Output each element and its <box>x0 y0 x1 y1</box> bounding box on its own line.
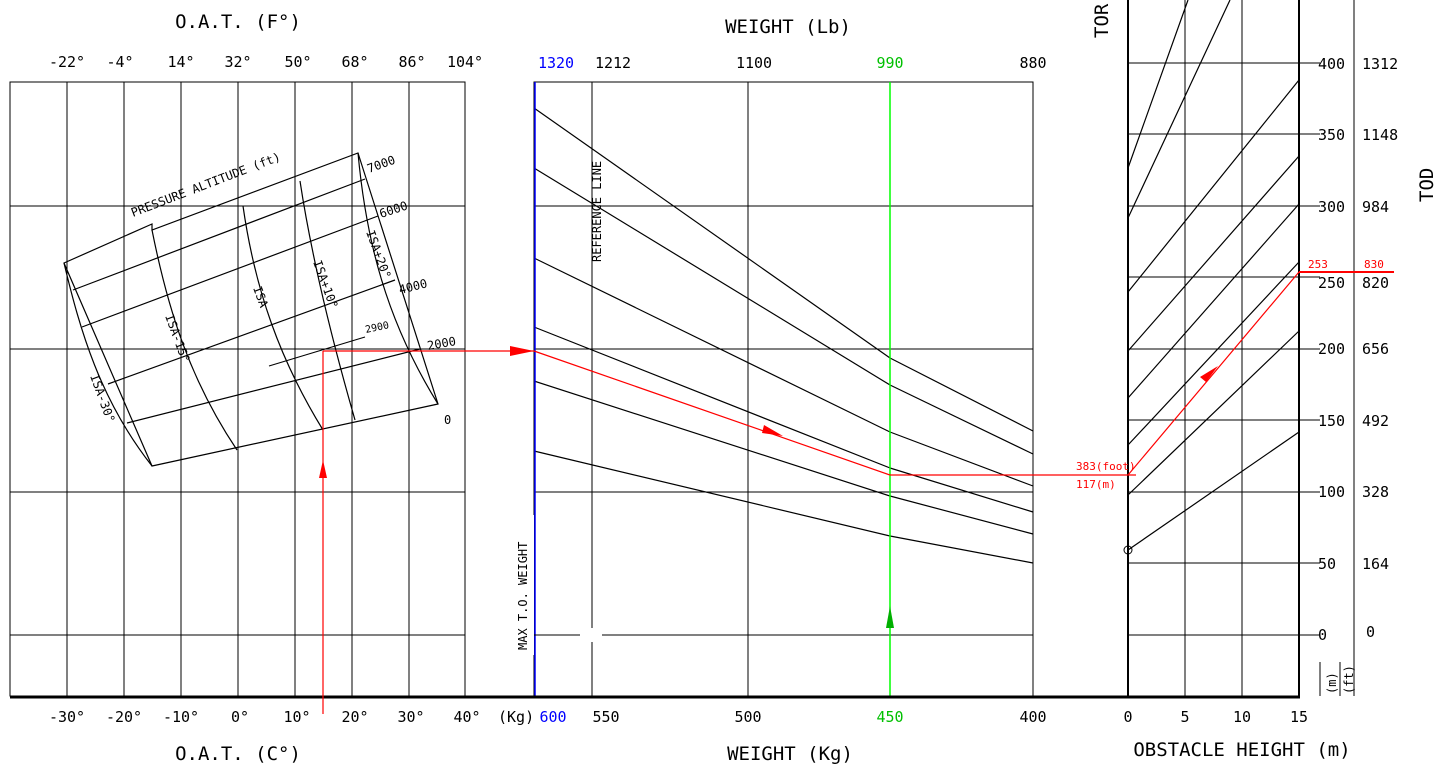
oat-c-tick: -20° <box>106 708 142 726</box>
weight-kg-unit: (Kg) <box>498 708 534 726</box>
tod-ft-tick: 164 <box>1362 555 1389 573</box>
weight-kg-title: WEIGHT (Kg) <box>727 743 853 765</box>
obstacle-origin-marker <box>1123 545 1133 555</box>
weight-kg-tick: 550 <box>592 708 619 726</box>
green-arrow-icon <box>886 606 894 628</box>
tod-m-tick: 150 <box>1318 412 1345 430</box>
oat-f-title: O.A.T. (F°) <box>175 11 301 33</box>
oat-f-tick: -4° <box>106 53 133 71</box>
weight-lb-tick: 1320 <box>538 54 574 72</box>
weight-kg-tick: 500 <box>734 708 761 726</box>
tod-m-tick: 350 <box>1318 126 1345 144</box>
tod-axis-label: TOD <box>1416 168 1438 202</box>
oat-c-title: O.A.T. (C°) <box>175 743 301 765</box>
oat-f-tick: -22° <box>49 53 85 71</box>
oat-f-tick-labels: -22° -4° 14° 32° 50° 68° 86° 104° <box>49 53 483 71</box>
weight-kg-tick: 600 <box>539 708 566 726</box>
red-arrow-right-icon <box>510 346 534 356</box>
isa-label: ISA-15° <box>162 312 192 364</box>
weight-kg-tick: 400 <box>1019 708 1046 726</box>
weight-correction-curves <box>533 107 1034 564</box>
oat-c-tick: 40° <box>453 708 480 726</box>
altitude-label: 6000 <box>378 199 410 221</box>
altitude-label: 0 <box>444 413 451 427</box>
max-weight-label: MAX T.O. WEIGHT <box>516 542 530 650</box>
tor-m-label: 117(m) <box>1076 478 1116 491</box>
tod-m-tick: 100 <box>1318 483 1345 501</box>
obstacle-guide-lines <box>1127 0 1300 551</box>
tor-foot-label: 383(foot) <box>1076 460 1136 473</box>
altitude-label: 7000 <box>365 153 397 176</box>
weight-lb-tick: 880 <box>1019 54 1046 72</box>
oat-c-tick: 0° <box>231 708 249 726</box>
oat-f-tick: 86° <box>398 53 425 71</box>
obstacle-panel <box>1127 0 1355 696</box>
reference-line-label: REFERENCE LINE <box>590 161 604 262</box>
red-arrow-diagonal-icon <box>762 425 783 436</box>
weight-kg-tick: 450 <box>876 708 903 726</box>
red-arrow-up-right-icon <box>1200 366 1218 382</box>
oat-f-tick: 68° <box>341 53 368 71</box>
tod-ft-result-label: 830 <box>1364 258 1384 271</box>
weight-lb-tick: 1100 <box>736 54 772 72</box>
tod-m-tick: 400 <box>1318 55 1345 73</box>
tod-m-tick: 250 <box>1318 274 1345 292</box>
oat-c-tick: -30° <box>49 708 85 726</box>
tor-title-partial: TOR <box>1091 3 1113 38</box>
oat-c-tick: -10° <box>163 708 199 726</box>
weight-lb-tick-labels: 1320 1212 1100 990 880 <box>538 54 1047 72</box>
tod-m-tick: 0 <box>1318 626 1327 644</box>
altitude-label: 4000 <box>397 276 428 297</box>
obstacle-x-tick-labels: 0 5 10 15 <box>1123 708 1308 726</box>
tod-ft-tick: 820 <box>1362 274 1389 292</box>
weight-lb-title: WEIGHT (Lb) <box>725 16 851 38</box>
isa-label: ISA-30° <box>87 372 117 424</box>
tod-ft-tick: 656 <box>1362 340 1389 358</box>
weight-lb-tick: 1212 <box>595 54 631 72</box>
obstacle-height-title: OBSTACLE HEIGHT (m) <box>1133 739 1350 761</box>
tod-ft-tick-labels: 1312 1148 984 820 656 492 328 164 0 <box>1362 55 1398 641</box>
tod-m-tick: 50 <box>1318 555 1336 573</box>
isa-label: ISA+20° <box>363 228 393 280</box>
obstacle-tick: 10 <box>1233 708 1251 726</box>
tod-m-tick: 300 <box>1318 198 1345 216</box>
tod-ft-tick: 1312 <box>1362 55 1398 73</box>
oat-c-tick: 30° <box>397 708 424 726</box>
isa-label: ISA <box>250 284 271 310</box>
altitude-example-label: 2900 <box>364 320 390 336</box>
altitude-label: 2000 <box>426 334 457 353</box>
tod-ft-tick: 1148 <box>1362 126 1398 144</box>
pressure-altitude-labels: 0 2000 4000 6000 7000 2900 <box>364 153 457 427</box>
oat-f-tick: 104° <box>447 53 483 71</box>
oat-f-tick: 50° <box>284 53 311 71</box>
oat-f-tick: 32° <box>224 53 251 71</box>
weight-lb-tick: 990 <box>876 54 903 72</box>
oat-c-tick: 10° <box>283 708 310 726</box>
red-arrow-up-icon <box>319 460 327 478</box>
isa-label: ISA+10° <box>310 258 340 310</box>
tod-m-tick: 200 <box>1318 340 1345 358</box>
obstacle-tick: 0 <box>1123 708 1132 726</box>
oat-f-tick: 14° <box>167 53 194 71</box>
obstacle-tick: 5 <box>1180 708 1189 726</box>
weight-panel <box>533 81 1034 697</box>
tod-ft-tick: 0 <box>1366 623 1375 641</box>
tod-ft-tick: 984 <box>1362 198 1389 216</box>
tod-m-tick-labels: 400 350 300 250 200 150 100 50 0 <box>1318 55 1345 644</box>
pressure-altitude-grid <box>63 152 439 467</box>
oat-c-tick-labels: -30° -20° -10° 0° 10° 20° 30° 40° <box>49 708 481 726</box>
unit-m-label: (m) <box>1325 672 1339 694</box>
oat-c-tick: 20° <box>341 708 368 726</box>
tod-ft-tick: 328 <box>1362 483 1389 501</box>
example-path <box>322 271 1394 714</box>
tod-m-result-label: 253 <box>1308 258 1328 271</box>
unit-ft-label: (ft) <box>1342 665 1356 694</box>
weight-kg-tick-labels: (Kg) 600 550 500 450 400 <box>498 708 1047 726</box>
tod-ft-tick: 492 <box>1362 412 1389 430</box>
obstacle-tick: 15 <box>1290 708 1308 726</box>
